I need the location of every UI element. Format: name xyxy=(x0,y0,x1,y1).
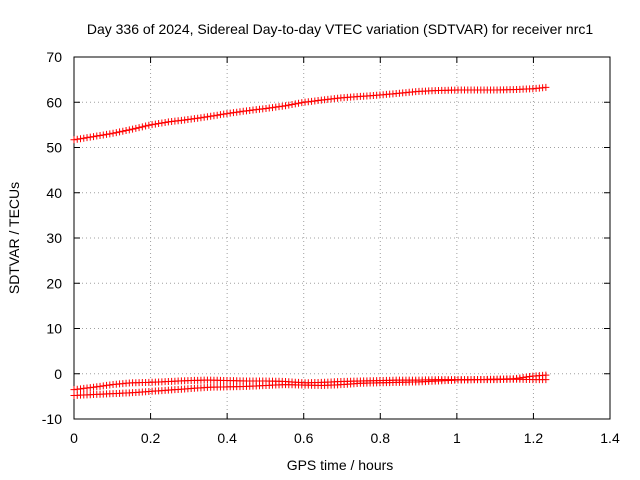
x-tick-label: 1.4 xyxy=(600,430,620,446)
y-tick-label: -10 xyxy=(42,411,62,427)
x-tick-label: 0.4 xyxy=(217,430,237,446)
data-point xyxy=(135,124,143,132)
chart-title: Day 336 of 2024, Sidereal Day-to-day VTE… xyxy=(87,21,593,37)
data-point xyxy=(125,126,133,134)
data-point xyxy=(207,112,215,120)
data-point xyxy=(158,119,166,127)
data-point xyxy=(106,130,114,138)
data-point xyxy=(288,100,296,108)
y-tick-label: 10 xyxy=(46,321,62,337)
axis-ticks xyxy=(73,56,611,420)
x-tick-label: 0.8 xyxy=(371,430,391,446)
data-marks xyxy=(70,83,550,399)
data-point xyxy=(542,376,550,384)
series-1 xyxy=(70,83,550,144)
data-point xyxy=(86,133,94,141)
x-tick-label: 0 xyxy=(70,430,78,446)
data-point xyxy=(93,132,101,140)
data-point xyxy=(161,118,169,126)
data-point xyxy=(295,99,303,107)
gridlines xyxy=(74,57,610,419)
data-point xyxy=(282,102,290,110)
data-point xyxy=(122,127,130,135)
data-point xyxy=(138,123,146,131)
data-point xyxy=(116,128,124,136)
data-point xyxy=(129,125,137,133)
data-point xyxy=(148,121,156,129)
data-point xyxy=(99,131,107,139)
data-point xyxy=(291,100,299,108)
data-point xyxy=(203,113,211,121)
data-point xyxy=(132,124,140,132)
data-point xyxy=(77,135,85,143)
data-point xyxy=(210,112,218,120)
data-point xyxy=(96,132,104,139)
data-point xyxy=(213,111,221,119)
x-tick-label: 0.2 xyxy=(141,430,161,446)
data-point xyxy=(145,121,153,129)
data-point xyxy=(285,101,293,109)
data-point xyxy=(155,120,163,128)
data-point xyxy=(90,133,98,141)
y-tick-label: 30 xyxy=(46,230,62,246)
y-tick-label: 50 xyxy=(46,140,62,156)
data-point xyxy=(216,111,224,119)
data-point xyxy=(142,122,150,130)
data-point xyxy=(298,99,306,107)
y-tick-label: 0 xyxy=(54,366,62,382)
data-point xyxy=(73,135,81,143)
data-point xyxy=(220,110,228,118)
data-point xyxy=(80,134,88,142)
data-point xyxy=(103,130,111,138)
data-point xyxy=(70,136,78,144)
y-tick-label: 40 xyxy=(46,185,62,201)
data-point xyxy=(151,120,159,128)
data-point xyxy=(542,83,550,91)
x-axis-label: GPS time / hours xyxy=(287,457,394,473)
data-point xyxy=(278,102,286,110)
y-tick-labels: -10 0 10 20 30 40 50 60 70 xyxy=(42,49,62,427)
data-point xyxy=(109,129,117,137)
y-axis-label: SDTVAR / TECUs xyxy=(6,182,22,294)
x-tick-labels: 0 0.2 0.4 0.6 0.8 1 1.2 1.4 xyxy=(70,430,620,446)
data-point xyxy=(83,134,91,142)
x-tick-label: 1.2 xyxy=(524,430,544,446)
x-tick-label: 0.6 xyxy=(294,430,314,446)
y-tick-label: 70 xyxy=(46,49,62,65)
data-point xyxy=(119,127,127,135)
data-point xyxy=(112,129,120,137)
x-tick-label: 1 xyxy=(453,430,461,446)
y-tick-label: 20 xyxy=(46,275,62,291)
y-tick-label: 60 xyxy=(46,94,62,110)
series-3 xyxy=(70,375,550,399)
